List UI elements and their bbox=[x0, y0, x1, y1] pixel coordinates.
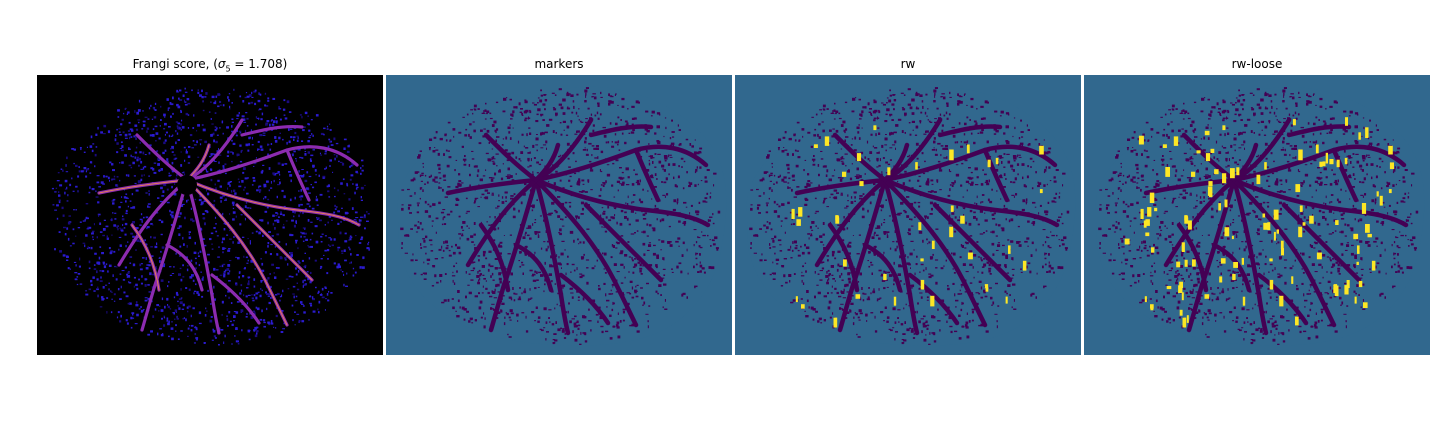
rw-loose-image bbox=[1084, 75, 1430, 355]
frangi-image bbox=[37, 75, 383, 355]
panel-title-frangi: Frangi score, (σ5 = 1.708) bbox=[132, 57, 288, 74]
markers-image bbox=[386, 75, 732, 355]
vessel-layer bbox=[445, 117, 711, 336]
panel-rw-loose: rw-loose bbox=[1084, 57, 1430, 355]
panel-title-rw-loose: rw-loose bbox=[1231, 57, 1283, 71]
vessel-layer bbox=[794, 117, 1060, 336]
texture-layer bbox=[400, 87, 721, 345]
highlight-layer bbox=[1124, 117, 1394, 328]
tissue-region bbox=[1095, 86, 1425, 346]
panel-rw: rw bbox=[735, 57, 1081, 355]
panel-markers: markers bbox=[386, 57, 732, 355]
panel-title-rw: rw bbox=[900, 57, 916, 71]
highlight-layer bbox=[791, 125, 1044, 328]
panel-title-markers: markers bbox=[534, 57, 584, 71]
vessel-layer bbox=[1143, 117, 1409, 336]
rw-image bbox=[735, 75, 1081, 355]
tissue-region bbox=[746, 86, 1076, 346]
panel-frangi: Frangi score, (σ5 = 1.708) bbox=[37, 57, 383, 355]
tissue-region bbox=[397, 86, 727, 346]
